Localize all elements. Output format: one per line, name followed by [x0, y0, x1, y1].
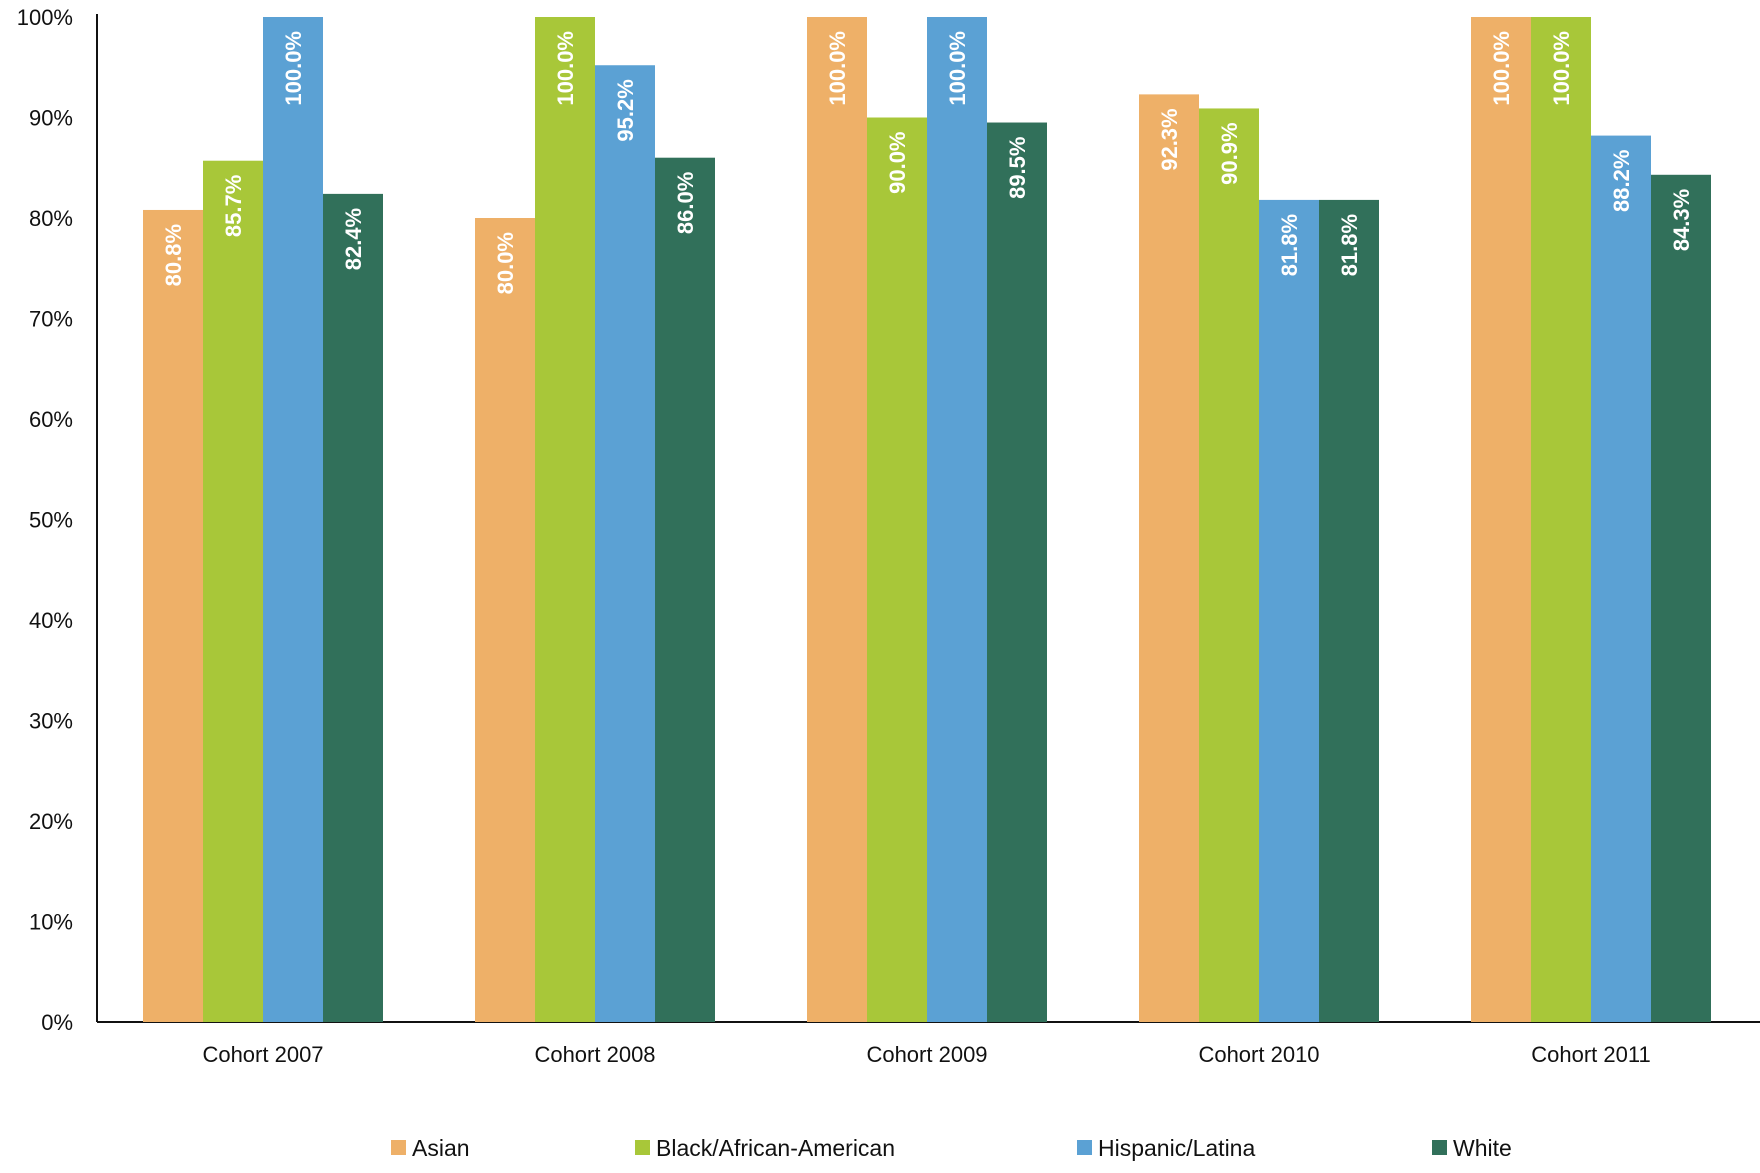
y-tick-label: 90%: [29, 106, 73, 131]
bar-value-label: 90.0%: [885, 132, 910, 194]
x-tick-label: Cohort 2007: [202, 1042, 323, 1067]
x-tick-label: Cohort 2009: [866, 1042, 987, 1067]
bar: [1531, 17, 1591, 1022]
bar-value-label: 80.8%: [161, 224, 186, 286]
legend-label: White: [1453, 1135, 1512, 1161]
y-tick-label: 30%: [29, 709, 73, 734]
bar-value-label: 80.0%: [493, 232, 518, 294]
bar: [475, 218, 535, 1022]
bar-labels: 80.8% 80.0% 100.0% 92.3% 100.0% 85.7% 100.0% 90…: [161, 31, 1694, 294]
bar-value-label: 100.0%: [553, 31, 578, 106]
bar-value-label: 88.2%: [1609, 150, 1634, 212]
bar-value-label: 100.0%: [945, 31, 970, 106]
bar-value-label: 95.2%: [613, 79, 638, 141]
bar-value-label: 85.7%: [221, 175, 246, 237]
bars: [143, 17, 1711, 1023]
bar: [535, 17, 595, 1022]
bar: [1139, 94, 1199, 1022]
y-tick-label: 0%: [41, 1010, 73, 1035]
bar: [1651, 174, 1711, 1022]
bar: [1259, 199, 1319, 1022]
bar: [807, 17, 867, 1022]
bar: [1591, 135, 1651, 1023]
y-axis: 0% 10% 20% 30% 40% 50% 60% 70% 80% 90% 100%: [17, 5, 98, 1035]
bar: [927, 17, 987, 1022]
bar: [987, 122, 1047, 1022]
x-tick-label: Cohort 2010: [1198, 1042, 1319, 1067]
bar-value-label: 89.5%: [1005, 137, 1030, 199]
legend-swatch: [1432, 1140, 1447, 1155]
y-tick-label: 40%: [29, 608, 73, 633]
legend-swatch: [391, 1140, 406, 1155]
bar-value-label: 84.3%: [1669, 189, 1694, 251]
y-tick-label: 20%: [29, 809, 73, 834]
bar: [263, 17, 323, 1022]
bar: [1471, 17, 1531, 1022]
bar-value-label: 86.0%: [673, 172, 698, 234]
bar-value-label: 100.0%: [1489, 31, 1514, 106]
bar: [655, 157, 715, 1022]
x-tick-label: Cohort 2008: [534, 1042, 655, 1067]
bar: [143, 209, 203, 1022]
bar-value-label: 100.0%: [1549, 31, 1574, 106]
bar-value-label: 100.0%: [281, 31, 306, 106]
legend-label: Hispanic/Latina: [1098, 1135, 1255, 1161]
bar: [323, 193, 383, 1022]
y-tick-label: 70%: [29, 307, 73, 332]
y-tick-label: 100%: [17, 5, 73, 30]
y-tick-label: 10%: [29, 910, 73, 935]
y-tick-label: 80%: [29, 206, 73, 231]
bar: [1319, 199, 1379, 1022]
legend-label: Black/African-American: [656, 1135, 895, 1161]
bar-value-label: 92.3%: [1157, 108, 1182, 170]
bar-value-label: 82.4%: [341, 208, 366, 270]
bar-value-label: 81.8%: [1277, 214, 1302, 276]
legend: Asian Black/African-American Hispanic/Lati…: [391, 1135, 1512, 1161]
bar: [595, 65, 655, 1023]
legend-label: Asian: [412, 1135, 470, 1161]
x-axis: Cohort 2007 Cohort 2008 Cohort 2009 Cohort …: [97, 1021, 1760, 1067]
bar: [203, 160, 263, 1023]
bar: [1199, 108, 1259, 1022]
y-tick-label: 60%: [29, 407, 73, 432]
legend-swatch: [635, 1140, 650, 1155]
bar-value-label: 100.0%: [825, 31, 850, 106]
y-tick-label: 50%: [29, 508, 73, 533]
bar-value-label: 81.8%: [1337, 214, 1362, 276]
legend-swatch: [1077, 1140, 1092, 1155]
x-tick-label: Cohort 2011: [1531, 1042, 1650, 1067]
bar-value-label: 90.9%: [1217, 122, 1242, 184]
bar: [867, 117, 927, 1022]
